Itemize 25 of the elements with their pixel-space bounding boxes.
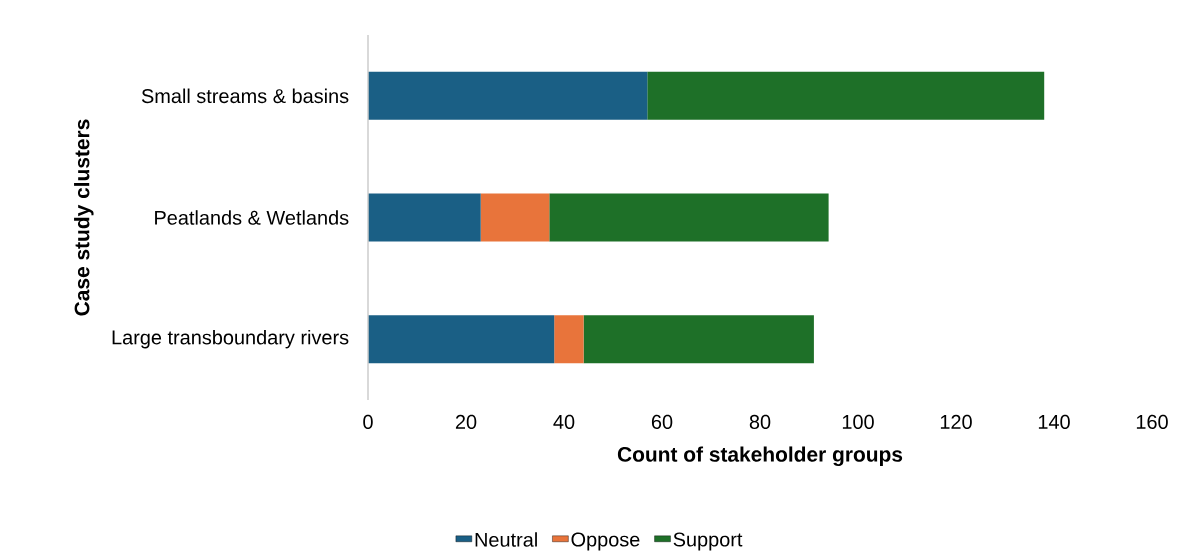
y-axis-title: Case study clusters <box>74 119 94 316</box>
x-axis-title: Count of stakeholder groups <box>617 446 903 467</box>
legend-label: Oppose <box>571 532 640 551</box>
bar <box>549 193 829 242</box>
x-tick-label: 0 <box>363 414 373 429</box>
x-tick-label: 80 <box>749 414 771 429</box>
bar <box>368 193 481 242</box>
bar <box>368 71 648 120</box>
legend-label: Support <box>673 532 743 551</box>
bar <box>554 315 584 364</box>
y-tick-label: Peatlands & Wetlands <box>155 210 349 225</box>
x-tick-label: 140 <box>1038 414 1070 429</box>
legend-label: Neutral <box>475 532 537 547</box>
x-tick-label: 100 <box>842 414 874 429</box>
x-tick-label: 120 <box>940 414 972 429</box>
x-tick-label: 60 <box>651 414 673 429</box>
bar <box>583 315 814 364</box>
bar <box>647 71 1045 120</box>
y-tick-label: Large transboundary rivers <box>112 329 349 349</box>
x-tick-label: 160 <box>1136 414 1168 429</box>
x-tick-label: 40 <box>553 414 575 429</box>
x-tick-label: 20 <box>455 414 477 429</box>
bar <box>368 315 555 364</box>
y-tick-label: Small streams & basins <box>141 88 349 104</box>
bar <box>480 193 550 242</box>
